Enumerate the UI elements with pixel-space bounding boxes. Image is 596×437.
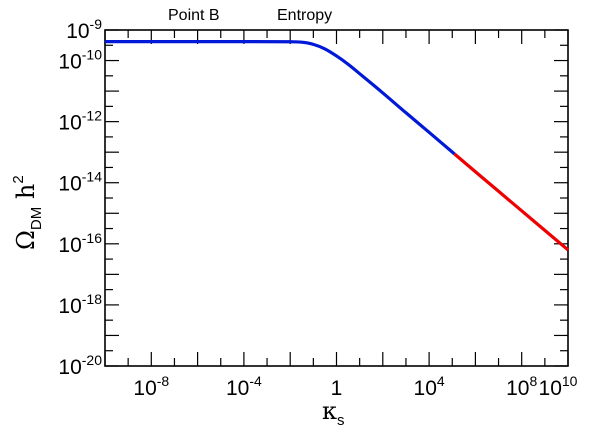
x-tick-label: 1 (331, 377, 343, 400)
y-tick-label: 10-16 (58, 230, 102, 257)
x-tick-marks (104, 30, 569, 366)
y-tick-marks (105, 29, 568, 367)
x-axis-label: κs (322, 397, 345, 429)
y-tick-label: 10-12 (58, 108, 102, 135)
y-tick-label: 10-18 (58, 291, 102, 318)
x-tick-label: 104 (414, 373, 445, 400)
y-tick-label: 10-9 (66, 16, 102, 43)
series-line-0 (104, 39, 456, 156)
annotation-text: Entropy (277, 7, 332, 24)
x-tick-label: 1010 (539, 373, 578, 400)
x-tick-label: 10-4 (226, 373, 262, 400)
y-axis-label: ΩDM h2 (10, 175, 45, 250)
y-tick-label: 10-10 (58, 47, 102, 74)
plot-frame (104, 29, 569, 367)
x-tick-label: 108 (506, 373, 537, 400)
y-tick-label: 10-20 (58, 352, 102, 379)
series-line-1 (453, 152, 570, 252)
x-tick-label: 10-8 (133, 373, 169, 400)
y-tick-label: 10-14 (58, 169, 102, 196)
annotation-text: Point B (168, 7, 220, 24)
